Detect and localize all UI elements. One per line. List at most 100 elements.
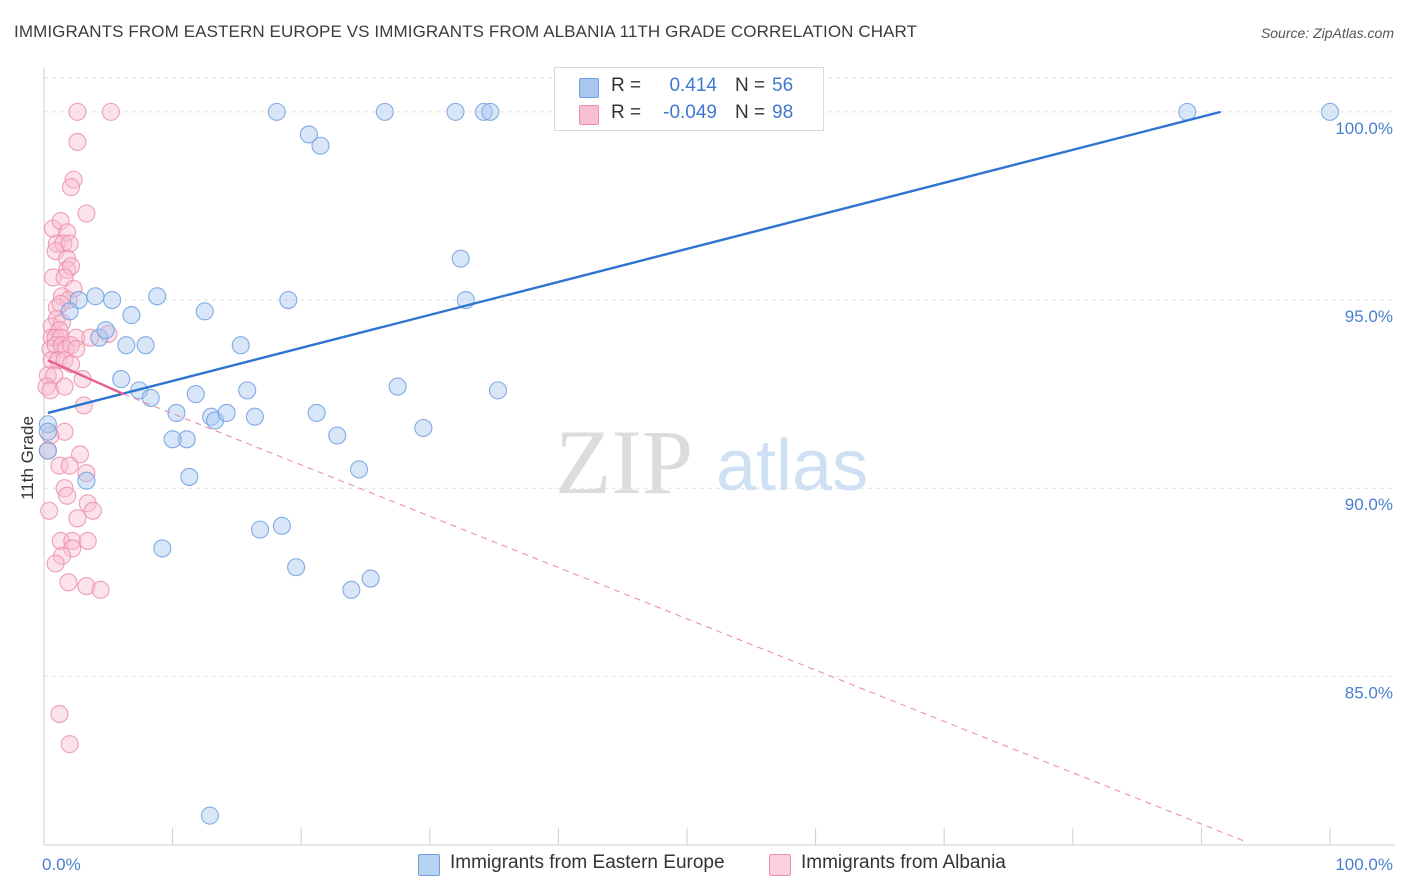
bottom-legend-swatch-albania <box>769 854 791 876</box>
data-point-eastern-europe <box>86 287 105 306</box>
data-point-eastern-europe <box>60 302 79 321</box>
data-point-eastern-europe <box>245 407 264 426</box>
data-point-eastern-europe <box>231 336 250 355</box>
tick-labels: 85.0% 90.0% 95.0% 100.0% 0.0% 100.0% <box>42 119 1393 874</box>
legend-n-value: 98 <box>772 102 794 123</box>
data-point-eastern-europe <box>287 558 306 577</box>
data-point-eastern-europe <box>167 403 186 423</box>
data-point-eastern-europe <box>122 306 141 325</box>
data-point-eastern-europe <box>117 336 136 355</box>
data-point-eastern-europe <box>350 460 369 479</box>
data-point-albania <box>60 234 79 253</box>
data-point-albania <box>55 479 74 498</box>
legend-r-label: R = <box>611 75 642 96</box>
data-point-eastern-europe <box>267 102 286 121</box>
data-point-albania <box>63 531 82 550</box>
data-point-eastern-europe <box>163 430 182 449</box>
data-point-eastern-europe <box>90 328 109 347</box>
trend-line-albania <box>47 359 125 396</box>
data-point-eastern-europe <box>200 806 219 825</box>
data-point-eastern-europe <box>217 403 236 423</box>
data-point-albania <box>101 102 120 121</box>
data-point-eastern-europe <box>299 125 318 144</box>
y-tick-label: 85.0% <box>1345 683 1393 702</box>
data-point-eastern-europe <box>481 102 500 121</box>
data-point-albania <box>60 456 79 475</box>
data-point-eastern-europe <box>38 422 57 441</box>
data-point-eastern-europe <box>451 249 470 268</box>
data-point-albania <box>64 170 83 189</box>
watermark: ZIP atlas <box>555 411 868 513</box>
y-tick-label: 100.0% <box>1335 119 1393 138</box>
data-point-albania <box>52 546 72 566</box>
legend-r-value: -0.049 <box>663 102 717 123</box>
legend-n-label: N = <box>735 75 766 96</box>
grid-lines <box>44 77 1395 677</box>
trend-line-eastern-europe <box>47 110 1221 415</box>
data-point-albania <box>70 445 90 464</box>
data-point-albania <box>77 464 96 483</box>
data-point-albania <box>63 539 82 558</box>
data-point-albania <box>50 456 69 475</box>
data-point-albania <box>78 531 97 550</box>
data-point-eastern-europe <box>414 418 433 438</box>
data-point-albania <box>50 704 69 724</box>
legend-n-label: N = <box>735 102 766 123</box>
data-point-eastern-europe <box>112 370 131 389</box>
bottom-legend-label: Immigrants from Eastern Europe <box>450 852 725 873</box>
data-point-eastern-europe <box>446 102 465 121</box>
data-point-eastern-europe <box>38 415 57 434</box>
legend-swatch-albania <box>579 105 599 125</box>
data-point-eastern-europe <box>195 302 214 321</box>
data-point-albania <box>58 486 77 505</box>
data-point-eastern-europe <box>388 377 407 396</box>
legend-row-eastern-europe: R = 0.414 N = 56 <box>555 73 823 101</box>
watermark-zip: ZIP <box>555 411 693 513</box>
data-point-albania <box>40 501 59 520</box>
data-point-eastern-europe <box>328 426 347 445</box>
data-point-albania <box>59 573 78 592</box>
data-point-eastern-europe <box>186 385 205 404</box>
data-point-eastern-europe <box>307 403 326 423</box>
data-point-albania <box>68 132 87 152</box>
legend-swatch-eastern-europe <box>579 78 599 98</box>
data-point-eastern-europe <box>311 136 330 155</box>
data-point-eastern-europe <box>38 441 57 460</box>
data-point-albania <box>83 501 102 520</box>
data-point-eastern-europe <box>361 569 380 588</box>
data-point-albania <box>61 178 81 197</box>
data-point-eastern-europe <box>180 467 199 486</box>
correlation-legend: R = 0.414 N = 56 R = -0.049 N = 98 <box>554 67 824 131</box>
data-point-eastern-europe <box>488 381 508 400</box>
data-point-eastern-europe <box>141 388 160 407</box>
bottom-legend-label: Immigrants from Albania <box>801 852 1006 873</box>
trend-line-albania-extended <box>123 393 1247 843</box>
data-point-albania <box>68 509 87 528</box>
data-point-albania <box>54 234 73 253</box>
data-point-albania <box>47 234 66 253</box>
data-point-eastern-europe <box>1320 102 1340 121</box>
data-point-albania <box>41 381 60 400</box>
data-point-albania <box>77 204 96 223</box>
data-point-albania <box>43 219 63 238</box>
watermark-atlas: atlas <box>716 426 868 506</box>
data-points <box>37 102 1340 825</box>
y-tick-label: 90.0% <box>1345 495 1393 514</box>
data-point-eastern-europe <box>238 381 257 400</box>
legend-n-value: 56 <box>772 75 794 96</box>
legend-row-albania: R = -0.049 N = 98 <box>555 100 823 128</box>
source-label: Source: ZipAtlas.com <box>1260 25 1394 41</box>
y-axis-label: 11th Grade <box>18 416 37 500</box>
data-point-albania <box>91 580 110 599</box>
legend-r-value: 0.414 <box>669 75 717 96</box>
data-point-albania <box>51 211 70 231</box>
data-point-albania <box>51 294 70 313</box>
data-point-eastern-europe <box>272 516 291 535</box>
x-tick-label: 0.0% <box>42 855 81 874</box>
data-point-eastern-europe <box>148 287 167 306</box>
data-point-eastern-europe <box>342 580 361 599</box>
data-point-eastern-europe <box>177 430 196 449</box>
data-point-eastern-europe <box>474 102 493 121</box>
bottom-legend-swatch-eastern-europe <box>418 854 440 876</box>
data-point-eastern-europe <box>250 520 270 539</box>
